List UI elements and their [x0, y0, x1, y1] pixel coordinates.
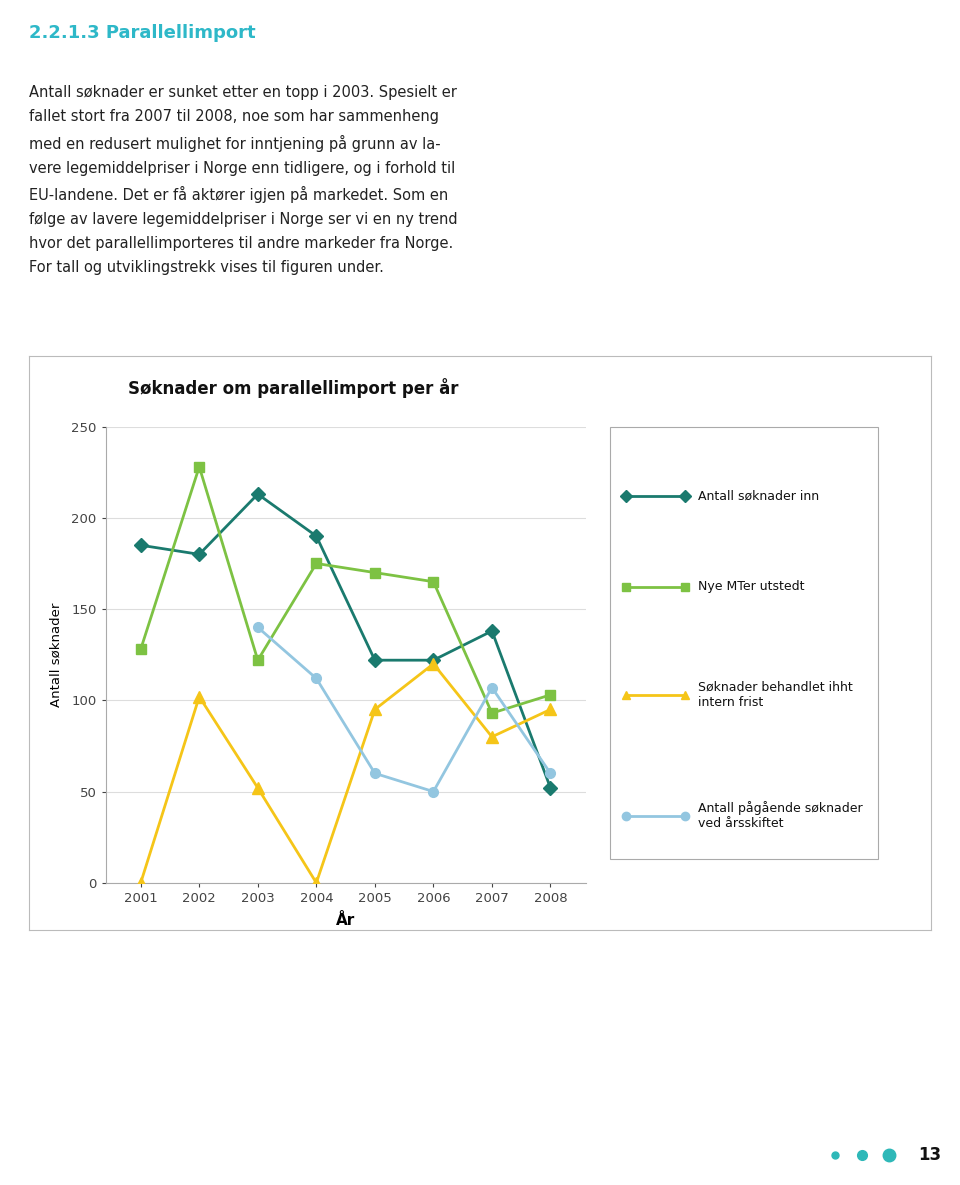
Text: Antall søknader inn: Antall søknader inn: [698, 489, 820, 502]
Y-axis label: Antall søknader: Antall søknader: [50, 602, 62, 707]
Text: Antall søknader er sunket etter en topp i 2003. Spesielt er
fallet stort fra 200: Antall søknader er sunket etter en topp …: [29, 85, 457, 275]
Text: Antall pågående søknader
ved årsskiftet: Antall pågående søknader ved årsskiftet: [698, 801, 863, 831]
FancyBboxPatch shape: [610, 427, 878, 859]
Text: Søknader behandlet ihht
intern frist: Søknader behandlet ihht intern frist: [698, 680, 853, 709]
Text: 13: 13: [918, 1146, 941, 1165]
Text: 2.2.1.3 Parallellimport: 2.2.1.3 Parallellimport: [29, 24, 255, 41]
X-axis label: År: År: [336, 914, 355, 928]
Text: Søknader om parallellimport per år: Søknader om parallellimport per år: [128, 378, 459, 398]
Text: Nye MTer utstedt: Nye MTer utstedt: [698, 581, 804, 594]
